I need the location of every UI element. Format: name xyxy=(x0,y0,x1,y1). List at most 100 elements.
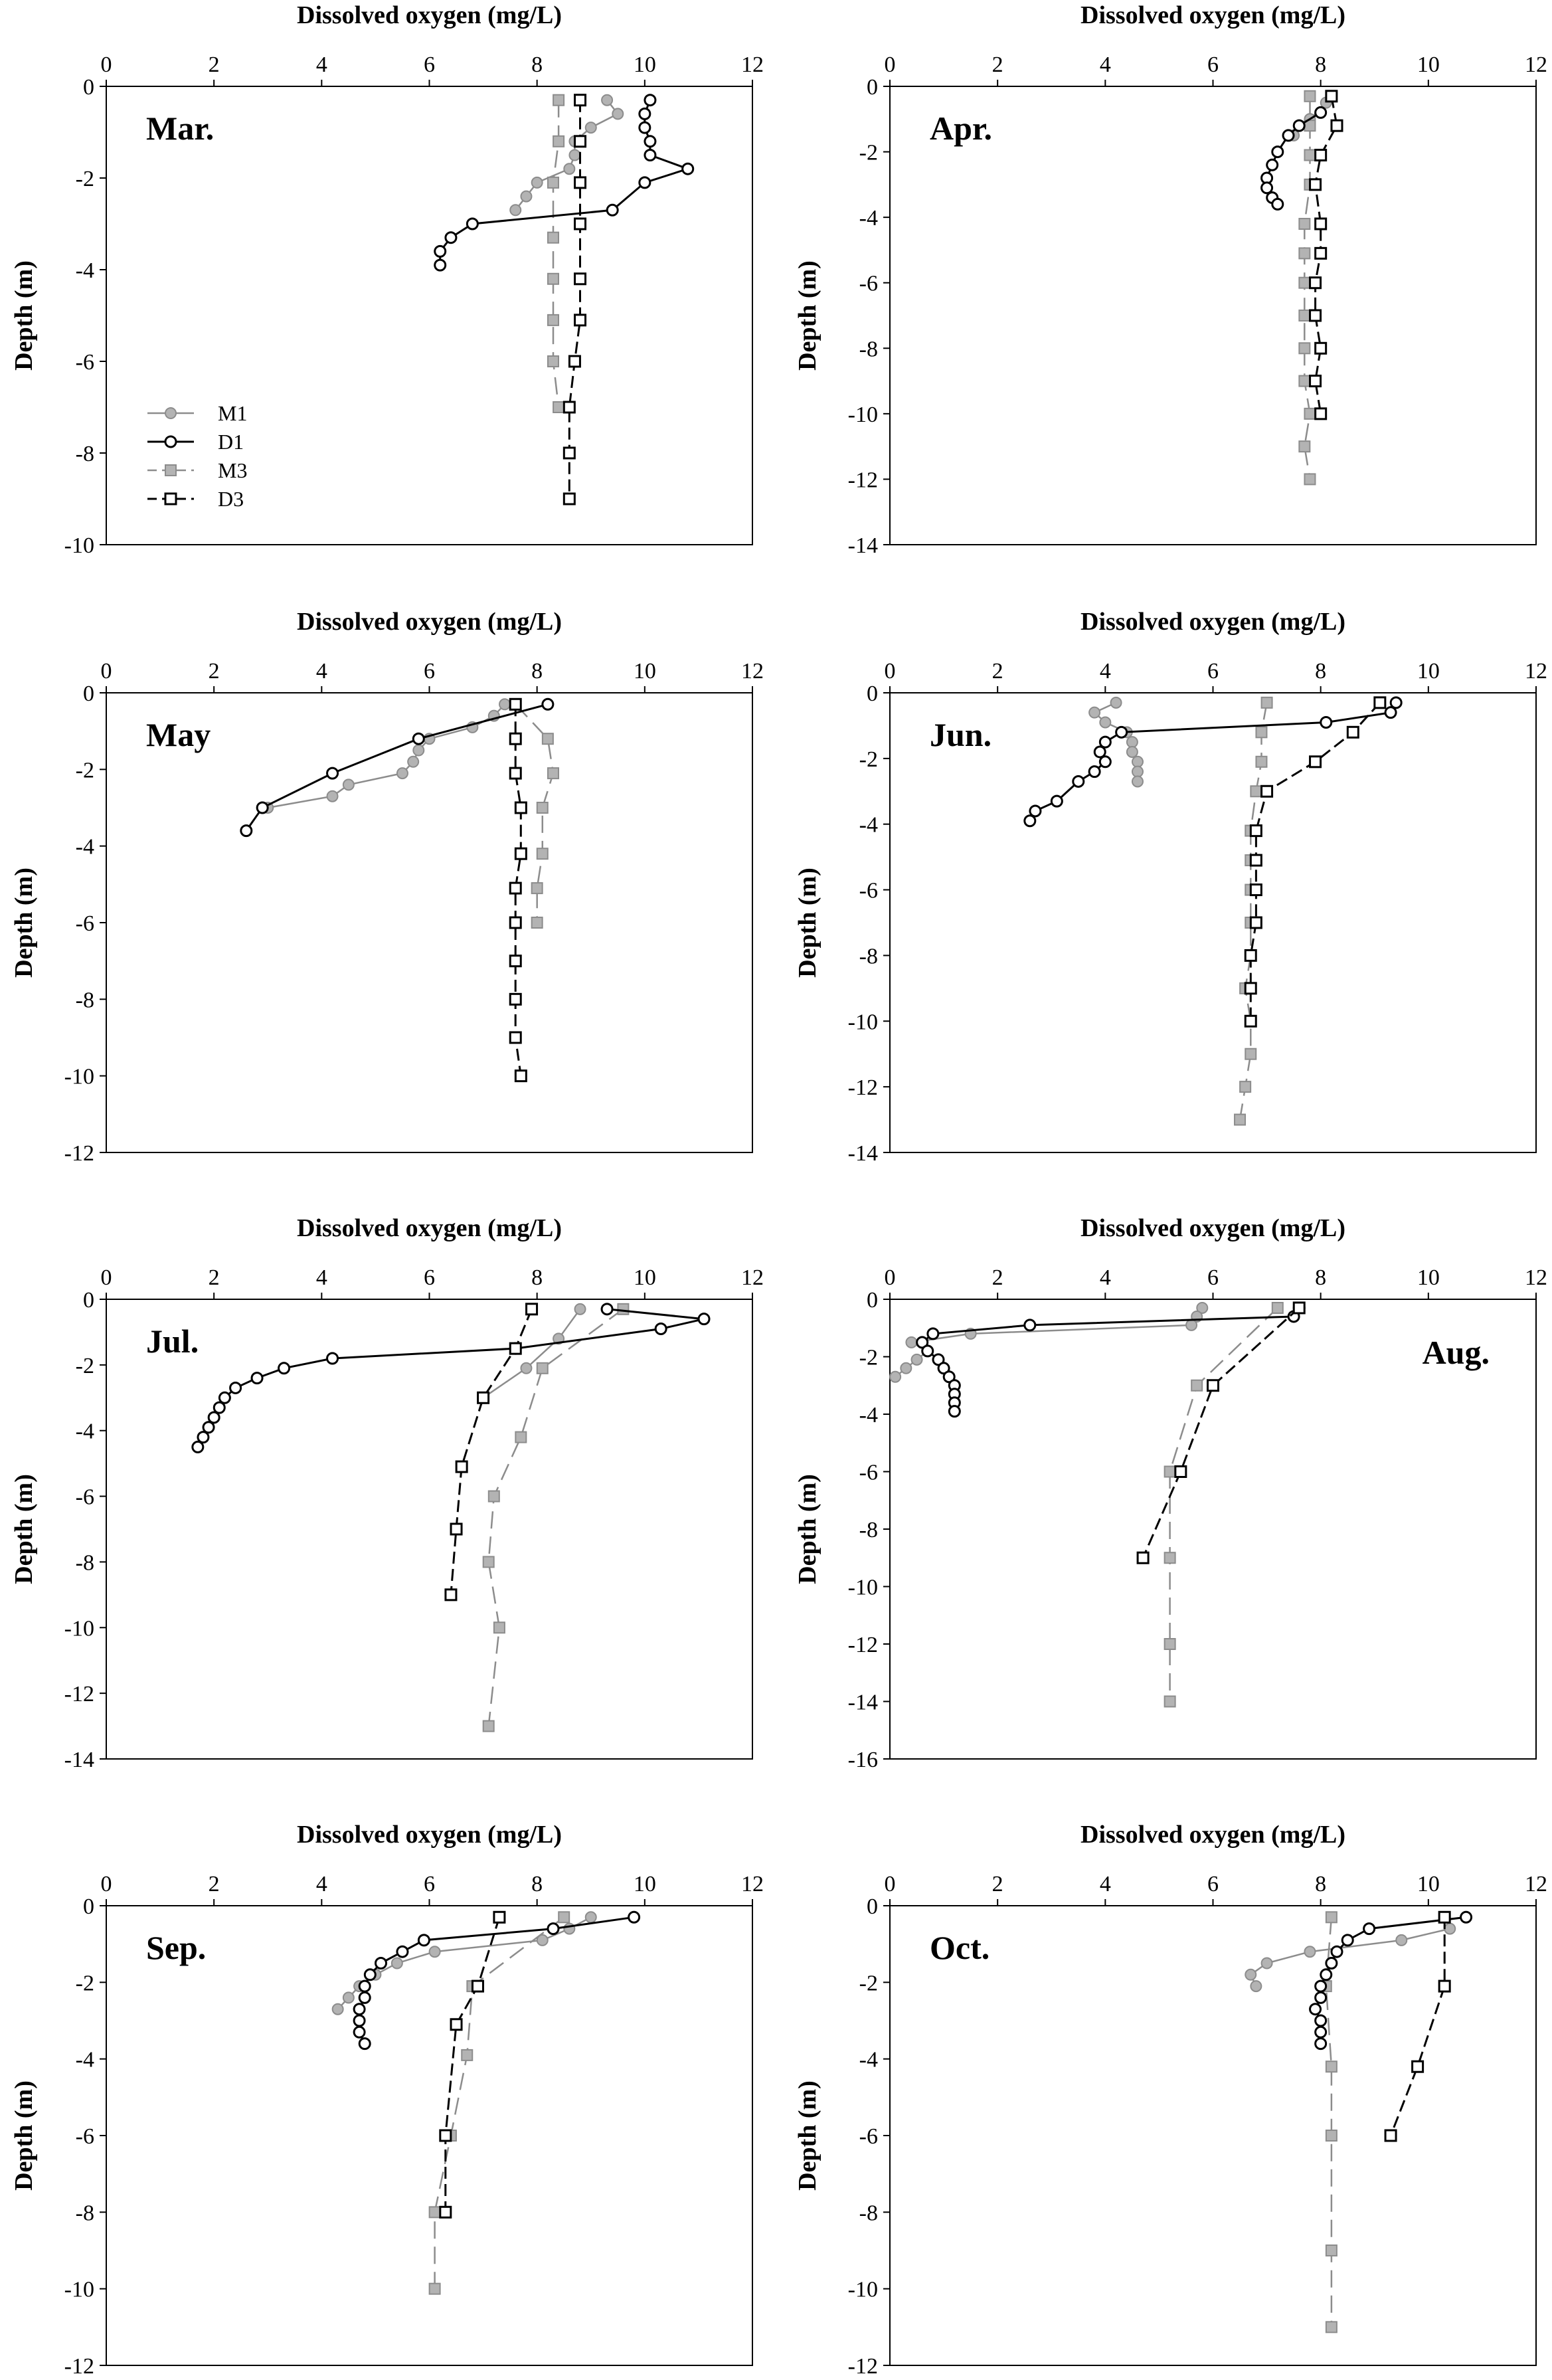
data-point-m1-sep xyxy=(536,1934,549,1946)
y-tick-label-oct: -4 xyxy=(859,2048,878,2072)
x-tick-label-mar: 6 xyxy=(424,52,435,77)
data-point-d3-may xyxy=(514,801,527,814)
data-point-m1-jun xyxy=(1131,775,1144,788)
data-point-d3-may xyxy=(509,1031,522,1044)
x-tick-label-mar: 4 xyxy=(316,52,327,77)
y-tick-label-oct: -12 xyxy=(848,2354,878,2379)
data-point-d1-jul xyxy=(278,1362,291,1375)
data-point-d3-jul xyxy=(509,1342,522,1355)
data-point-d1-sep xyxy=(353,2025,366,2039)
data-point-m1-mar xyxy=(509,204,522,217)
data-point-d1-aug xyxy=(942,1370,956,1384)
data-point-d3-apr xyxy=(1309,375,1322,388)
data-point-d1-jul xyxy=(326,1352,339,1365)
x-tick-label-aug: 12 xyxy=(1525,1265,1547,1290)
series-line-d3-mar xyxy=(568,100,581,499)
y-tick-label-jul: -10 xyxy=(64,1616,94,1641)
data-point-d3-may xyxy=(509,992,522,1006)
y-tick-label-may: -6 xyxy=(76,911,94,936)
data-point-d1-aug xyxy=(926,1327,940,1340)
data-point-d3-aug xyxy=(1174,1465,1187,1478)
data-point-m1-oct xyxy=(1250,1980,1262,1993)
y-tick-label-may: -8 xyxy=(76,988,94,1012)
data-point-d3-may xyxy=(509,697,522,711)
data-point-d3-sep xyxy=(471,1979,484,1993)
data-point-d3-jun xyxy=(1260,784,1274,798)
data-point-m1-oct xyxy=(1304,1946,1316,1958)
legend-label-m3: M3 xyxy=(218,458,247,482)
y-tick-label-mar: -6 xyxy=(76,350,94,375)
panel-jun: 0 2 4 6 8 10 12 0 -2 -4 -6 -8 -10 -12 -14 Dissolved oxy… xyxy=(794,608,1547,1166)
data-point-m3-may xyxy=(536,802,549,814)
data-point-d3-may xyxy=(509,767,522,780)
data-point-m3-apr xyxy=(1304,149,1316,161)
data-point-m3-jul xyxy=(482,1720,495,1732)
y-tick-label-sep: -4 xyxy=(76,2048,94,2072)
y-tick-label-sep: 0 xyxy=(83,1894,94,1919)
data-point-d1-jun xyxy=(1320,715,1333,729)
x-tick-label-jul: 8 xyxy=(531,1265,543,1290)
y-tick-label-apr: -4 xyxy=(859,206,878,230)
data-point-m3-sep xyxy=(428,2206,441,2219)
x-tick-label-oct: 8 xyxy=(1315,1872,1326,1896)
data-point-d3-mar xyxy=(562,492,576,505)
y-tick-label-jul: -6 xyxy=(76,1485,94,1510)
data-point-d1-jul xyxy=(654,1322,667,1335)
data-point-m1-jul xyxy=(574,1303,586,1315)
panel-mar: 0 2 4 6 8 10 12 0 -2 -4 -6 -8 -10 Dissolved oxygen (m… xyxy=(10,1,764,558)
data-point-m3-apr xyxy=(1298,218,1311,230)
data-point-m3-mar xyxy=(553,401,565,413)
data-point-d1-jun xyxy=(1050,794,1063,808)
data-point-d1-oct xyxy=(1309,2003,1322,2016)
data-point-d1-oct xyxy=(1330,1945,1343,1958)
y-tick-label-mar: -2 xyxy=(76,167,94,191)
y-tick-label-jul: -4 xyxy=(76,1419,94,1444)
legend-label-m1: M1 xyxy=(218,401,247,425)
x-axis-title-apr: Dissolved oxygen (mg/L) xyxy=(1080,1,1345,29)
data-point-d1-apr xyxy=(1266,158,1279,171)
data-point-d3-jun xyxy=(1249,883,1262,897)
x-tick-label-mar: 12 xyxy=(741,52,764,77)
y-tick-label-may: -2 xyxy=(76,758,94,782)
data-point-m3-may xyxy=(541,733,554,745)
data-point-m1-sep xyxy=(342,1991,355,2004)
series-line-m3-sep xyxy=(434,1916,564,2289)
data-point-d3-jun xyxy=(1346,725,1359,739)
x-tick-label-sep: 2 xyxy=(209,1872,220,1896)
series-line-d1-jul xyxy=(197,1308,705,1448)
legend-marker-d1 xyxy=(164,435,177,448)
x-tick-label-may: 0 xyxy=(101,659,112,684)
x-tick-label-apr: 0 xyxy=(885,52,896,77)
data-point-m3-apr xyxy=(1298,310,1311,321)
x-tick-label-aug: 10 xyxy=(1417,1265,1440,1290)
x-tick-label-oct: 10 xyxy=(1417,1872,1440,1896)
data-point-m1-may xyxy=(407,755,420,768)
data-point-d1-mar xyxy=(606,203,619,217)
data-point-d1-mar xyxy=(638,121,651,134)
data-point-d1-jun xyxy=(1389,696,1403,709)
data-point-d1-sep xyxy=(353,2003,366,2016)
data-point-d3-mar xyxy=(574,314,587,327)
series-line-m1-jul xyxy=(482,1309,581,1399)
data-point-m3-jul xyxy=(515,1431,527,1443)
panel-sep: 0 2 4 6 8 10 12 0 -2 -4 -6 -8 -10 -12 Dissolved oxygen… xyxy=(10,1821,764,2379)
data-point-d3-jun xyxy=(1244,1014,1257,1028)
series-line-d3-jul xyxy=(450,1309,533,1596)
data-point-m3-apr xyxy=(1298,276,1311,289)
data-point-d3-may xyxy=(509,881,522,895)
data-point-m3-jun xyxy=(1260,696,1273,709)
data-point-d3-may xyxy=(509,732,522,745)
data-point-d1-mar xyxy=(681,162,695,175)
data-point-m3-may xyxy=(547,767,559,780)
y-axis-title-sep: Depth (m) xyxy=(10,2080,38,2191)
y-tick-label-jun: -12 xyxy=(848,1075,878,1100)
data-point-d1-aug xyxy=(921,1344,934,1358)
y-tick-label-apr: -10 xyxy=(848,403,878,427)
data-point-d3-mar xyxy=(562,401,576,414)
data-point-m1-sep xyxy=(390,1957,403,1969)
legend-label-d1: D1 xyxy=(218,430,244,454)
data-point-m1-jul xyxy=(520,1362,533,1374)
x-tick-label-jul: 10 xyxy=(634,1265,656,1290)
series-line-d3-may xyxy=(514,704,522,1076)
data-point-m1-mar xyxy=(612,108,624,120)
